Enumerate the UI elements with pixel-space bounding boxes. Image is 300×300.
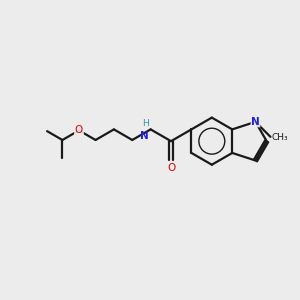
Text: N: N [140,131,149,141]
Text: CH₃: CH₃ [272,133,288,142]
Text: N: N [251,117,260,127]
Text: O: O [167,163,175,173]
Text: H: H [142,119,149,128]
Text: O: O [75,125,83,135]
